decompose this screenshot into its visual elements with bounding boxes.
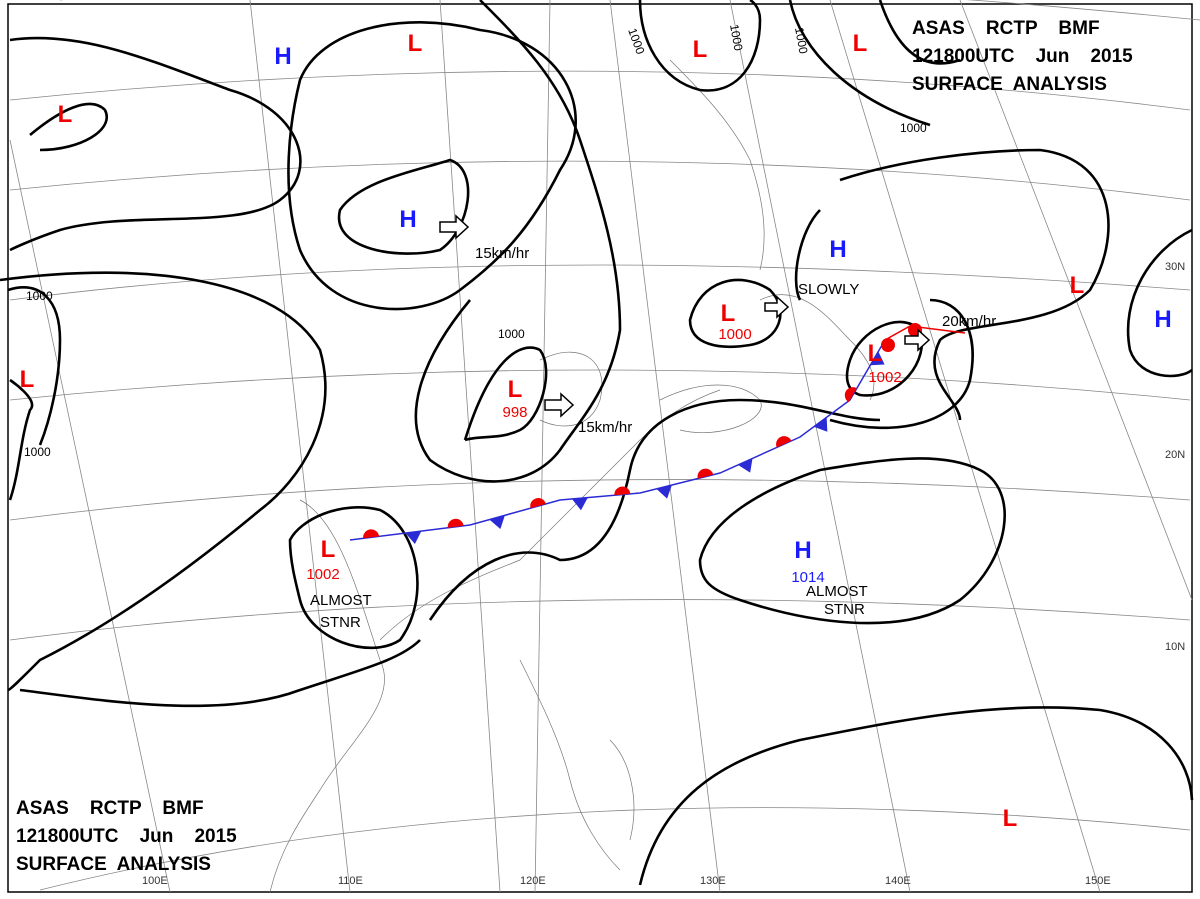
movement-label: ALMOST: [806, 583, 868, 600]
high-center: H: [1154, 306, 1171, 333]
longitude-label: 130E: [700, 875, 726, 887]
graticule: [9, 0, 1200, 893]
high-center: H: [274, 43, 291, 70]
low-center: L: [721, 300, 736, 327]
low-center: L: [1070, 272, 1085, 299]
cold-front-symbol: [656, 485, 672, 499]
latitude-label: 20N: [1165, 449, 1185, 461]
header-line: ASAS RCTP BMF: [912, 18, 1100, 39]
isobar-label: 1000: [900, 121, 927, 135]
latitude-label: 30N: [1165, 261, 1185, 273]
movement-arrows: [439, 214, 931, 418]
movement-label: ALMOST: [310, 592, 372, 609]
header-line: ASAS RCTP BMF: [16, 798, 204, 819]
warm-front-symbol: [614, 486, 631, 496]
warm-front-symbol: [530, 498, 546, 509]
cold-front-symbol: [571, 497, 588, 511]
longitude-label: 120E: [520, 875, 546, 887]
movement-label: 20km/hr: [942, 313, 996, 330]
longitude-label: 100E: [142, 875, 168, 887]
cold-front-symbol: [870, 351, 885, 366]
isobar-label: 1000: [26, 289, 53, 303]
longitude-label: 140E: [885, 875, 911, 887]
map-frame: [7, 3, 1193, 893]
isobar-label: 1000: [727, 23, 745, 52]
high-center: H: [399, 206, 416, 233]
isobar-label: 1000: [498, 327, 525, 341]
warm-front-symbol: [447, 518, 464, 528]
warm-front-symbol: [363, 529, 380, 539]
movement-label: SLOWLY: [798, 281, 859, 298]
isobar-label: 1000: [24, 445, 51, 459]
low-center: L: [693, 36, 708, 63]
high-center: H: [794, 537, 811, 564]
low-center: L: [868, 340, 883, 367]
header-line: 121800UTC Jun 2015: [16, 826, 237, 847]
low-center: L: [408, 30, 423, 57]
header-line: SURFACE ANALYSIS: [912, 74, 1107, 95]
center-pressure: 1002: [306, 566, 339, 583]
movement-label: STNR: [320, 614, 361, 631]
center-pressure: 998: [502, 404, 527, 421]
isobar-label: 1000: [792, 26, 810, 55]
warm-front-symbol: [844, 387, 857, 403]
low-center: L: [853, 30, 868, 57]
low-center: L: [321, 536, 336, 563]
header-line: SURFACE ANALYSIS: [16, 854, 211, 875]
latitude-label: 10N: [1165, 641, 1185, 653]
longitude-label: 150E: [1085, 875, 1111, 887]
center-pressure: 1014: [791, 569, 824, 586]
warm-front-symbol: [881, 338, 895, 352]
pressure-centers: H L L H L L H L H L L 1000 L 998 L 1002 …: [20, 30, 1172, 832]
stationary-front: [349, 339, 886, 541]
movement-label: 15km/hr: [475, 245, 529, 262]
low-center: L: [508, 376, 523, 403]
low-center: L: [1003, 805, 1018, 832]
cold-front-symbol: [737, 458, 753, 473]
high-center: H: [829, 236, 846, 263]
low-center: L: [58, 101, 73, 128]
cold-front-symbol: [489, 515, 505, 530]
warm-front-symbol: [776, 436, 792, 448]
longitude-label: 110E: [338, 875, 363, 887]
cold-front-symbol: [813, 417, 828, 432]
movement-label: 15km/hr: [578, 419, 632, 436]
front-symbols: [363, 351, 885, 544]
low-center: L: [20, 366, 35, 393]
center-pressure: 1002: [868, 369, 901, 386]
header-line: 121800UTC Jun 2015: [912, 46, 1133, 67]
cold-front-symbol: [405, 531, 422, 544]
center-pressure: 1000: [718, 326, 751, 343]
warm-front-symbol: [697, 468, 714, 479]
movement-label: STNR: [824, 601, 865, 618]
